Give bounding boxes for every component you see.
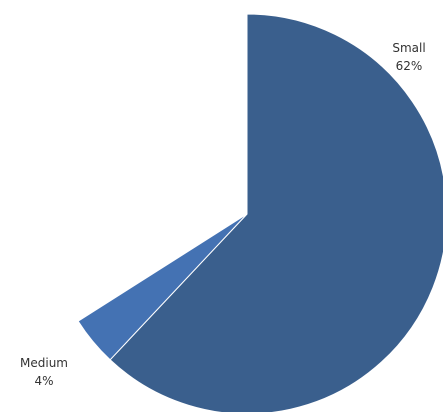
slice-value-label-medium: 4% — [34, 374, 53, 388]
pie-slice-small — [109, 13, 443, 412]
slice-label-small: Small — [392, 41, 425, 55]
pie-slice-medium — [77, 213, 248, 361]
slice-value-label-small: 62% — [396, 59, 423, 73]
slice-label-medium: Medium — [20, 356, 68, 370]
